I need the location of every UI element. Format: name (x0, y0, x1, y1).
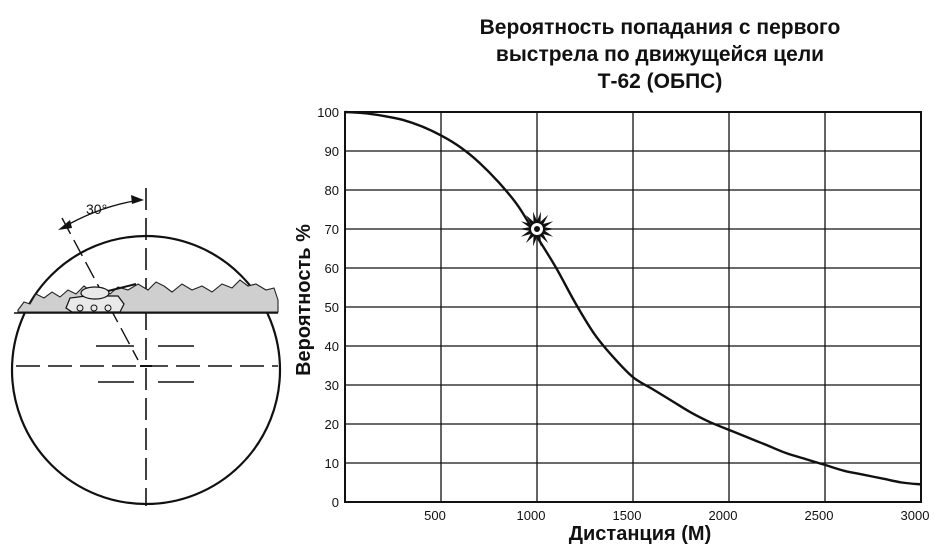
y-tick-label: 10 (325, 456, 339, 471)
chart-title-line-1: Вероятность попадания с первого (479, 16, 841, 39)
y-tick-labels: 0 10 20 30 40 50 60 70 80 90 100 (317, 105, 339, 510)
y-tick-label: 60 (325, 261, 339, 276)
y-tick-label: 20 (325, 417, 339, 432)
x-tick-label: 500 (424, 508, 446, 523)
burst-core (534, 226, 540, 232)
angle-arrow-left (58, 220, 72, 230)
angle-arrow-right (131, 195, 144, 204)
chart-title: Вероятность попадания с первого выстрела… (395, 14, 925, 95)
y-tick-label: 40 (325, 339, 339, 354)
x-tick-labels: 500 1000 1500 2000 2500 3000 (424, 508, 929, 523)
angle-label: 30° (86, 201, 107, 217)
target-tank (65, 283, 137, 313)
chart-title-line-3: Т-62 (ОБПС) (597, 70, 723, 93)
y-tick-label: 30 (325, 378, 339, 393)
probability-curve (344, 110, 922, 486)
y-tick-label: 50 (325, 300, 339, 315)
plot-frame (344, 111, 922, 503)
x-axis-label: Дистанция (М) (569, 523, 711, 545)
x-tick-label: 1000 (517, 508, 546, 523)
x-tick-label: 3000 (901, 508, 930, 523)
x-tick-label: 2500 (805, 508, 834, 523)
y-tick-label: 100 (317, 105, 339, 120)
x-tick-label: 1500 (613, 508, 642, 523)
y-tick-label: 70 (325, 222, 339, 237)
gunsight-illustration: 30° (10, 188, 282, 506)
y-tick-label: 80 (325, 183, 339, 198)
hit-burst-marker (519, 211, 555, 247)
chart-grid (345, 111, 922, 503)
y-tick-label: 0 (332, 495, 339, 510)
y-tick-label: 90 (325, 144, 339, 159)
y-axis-label: Вероятность % (293, 224, 315, 376)
x-tick-label: 2000 (709, 508, 738, 523)
chart-title-line-2: выстрела по движущейся цели (495, 43, 825, 66)
